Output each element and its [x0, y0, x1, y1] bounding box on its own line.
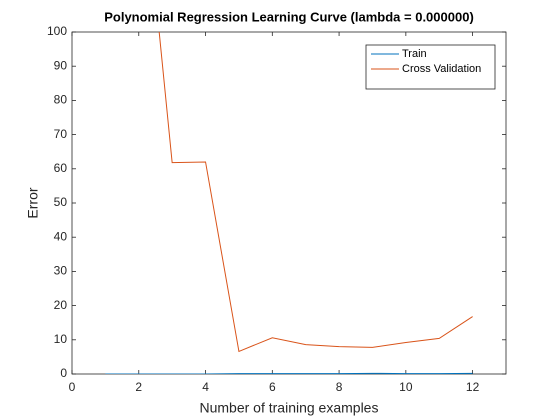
- y-tick-label: 30: [54, 264, 68, 278]
- x-tick-label: 8: [336, 380, 343, 394]
- series-line: [158, 32, 473, 353]
- x-tick-label: 2: [135, 380, 142, 394]
- y-tick-label: 70: [54, 127, 68, 141]
- y-tick-label: 40: [54, 229, 68, 243]
- y-tick-label: 50: [54, 195, 68, 209]
- y-tick-label: 100: [47, 24, 67, 38]
- x-axis-label: Number of training examples: [200, 400, 379, 416]
- x-tick-label: 10: [399, 380, 413, 394]
- legend-box: [365, 44, 496, 90]
- x-tick-label: 12: [466, 380, 480, 394]
- y-tick-label: 60: [54, 161, 68, 175]
- x-tick-label: 0: [69, 380, 76, 394]
- y-axis-label: Error: [25, 187, 41, 218]
- x-tick-label: 6: [269, 380, 276, 394]
- plot-lines: [105, 32, 473, 374]
- y-tick-label: 80: [54, 93, 68, 107]
- series-line: [105, 372, 473, 374]
- y-tick-label: 20: [54, 298, 68, 312]
- y-tick-label: 10: [54, 332, 68, 346]
- x-tick-label: 4: [202, 380, 209, 394]
- legend-label: Cross Validation: [402, 63, 481, 75]
- y-tick-label: 0: [60, 366, 67, 380]
- chart-title: Polynomial Regression Learning Curve (la…: [104, 9, 474, 24]
- y-tick-label: 90: [54, 58, 68, 72]
- legend-label: Train: [402, 48, 427, 60]
